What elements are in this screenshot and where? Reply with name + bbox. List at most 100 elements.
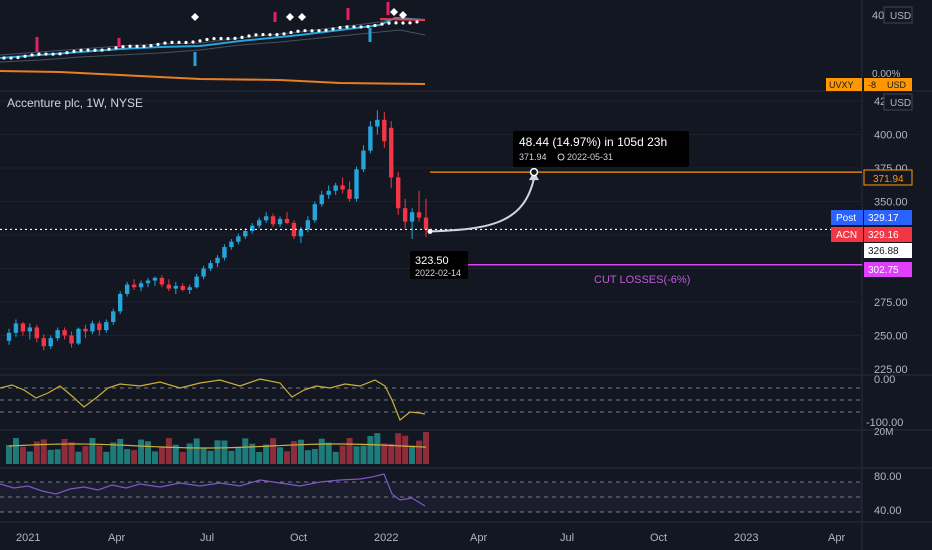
price-currency-box[interactable] [883,93,913,111]
white-price-text: 326.88 [868,246,899,257]
volume-bar [402,435,409,464]
candle-body [389,127,394,178]
candle-body [402,208,408,222]
volume-bar [270,438,277,464]
trend-dot [394,21,398,25]
volume-ma-line [8,443,427,449]
projection-sub-price: 371.94 [519,152,547,162]
candle-body [208,263,213,269]
trend-dot [72,49,76,53]
candle-body [229,241,234,248]
volume-bar [89,438,96,464]
trend-dot [359,25,363,29]
trend-dot [275,32,279,37]
signal-bar [35,37,39,52]
post-tag [831,210,863,225]
trend-line-blue [0,16,426,59]
signal-bar [386,2,390,15]
trend-dot [65,51,69,55]
volume-bar [221,440,228,464]
volume-bar [325,442,332,464]
candle-body [243,230,248,237]
trend-dot [163,41,167,45]
trend-dots [2,20,419,60]
volume-bar [158,447,165,464]
volume-bar [68,442,75,464]
candle-body [382,119,387,142]
symbol-price-tag [864,227,912,242]
candle-body [90,323,95,332]
trend-dot [289,30,293,35]
rsi-band [0,482,862,512]
price-currency-label: USD [890,98,911,109]
volume-bar [179,451,186,464]
volume-bar [124,449,131,464]
volume-bar [311,448,318,464]
diamond-marker [286,13,294,21]
volume-bar [145,441,151,464]
candle-body [257,220,262,226]
trend-dot [233,36,237,40]
trend-dot [128,44,132,48]
trend-dot [114,46,118,50]
price-tick-label: 225.00 [874,364,908,376]
candle-body [416,212,422,218]
candle-body [118,293,123,312]
volume-bar [423,432,429,464]
time-label: Apr [828,532,845,544]
volume-bar [304,450,311,464]
candle-body [76,328,81,344]
candle-body [111,311,116,323]
volume-bar [172,444,179,464]
volume-bar [360,445,367,464]
uvxy-line [0,70,426,85]
band-lower-line [0,29,426,63]
candle-body [159,277,165,285]
price-tick-label: 400.00 [874,130,908,142]
uvxy-tag-label: UVXY [829,80,854,90]
candle-body [347,189,352,199]
projection-end-point [529,167,539,177]
chart-title: Accenture plc, 1W, NYSE [7,96,144,110]
volume-bar [332,451,339,464]
price-grid [0,100,862,370]
projection-arrow[interactable] [429,177,535,233]
candle-body [62,330,67,336]
volume-bar [75,451,82,464]
trend-dot [408,21,412,25]
volume-bar [47,449,54,464]
time-label: 2023 [734,532,758,544]
volume-bar [26,451,33,464]
candle-body [277,218,283,225]
signal-bar [346,8,350,20]
trend-dot [205,37,209,42]
volume-bar [339,445,346,464]
candle-body [298,229,304,237]
candle-body [201,268,206,277]
volume-bar [228,450,235,464]
candle-body [6,332,12,341]
trend-dot [184,40,188,45]
trend-dot [37,52,41,56]
candle-body [361,150,366,170]
volume-bar [284,451,290,464]
signal-markers [35,2,407,66]
uvxy-value-label: -8 [868,80,876,90]
candle-body [131,284,137,288]
trend-dot [170,40,174,44]
volume-bar [165,438,172,464]
volume-bar [82,446,89,464]
volume-bar [214,440,221,464]
trend-dot [212,37,216,41]
time-label: Jul [560,532,574,544]
top-currency-box[interactable] [883,6,913,24]
time-label: Jul [200,532,214,544]
top-price-label: 40 [872,10,884,22]
volume-bar [6,445,12,464]
trend-dot [149,44,153,48]
volume-series [6,432,429,464]
candle-body [41,338,46,347]
signal-bar [273,12,277,22]
